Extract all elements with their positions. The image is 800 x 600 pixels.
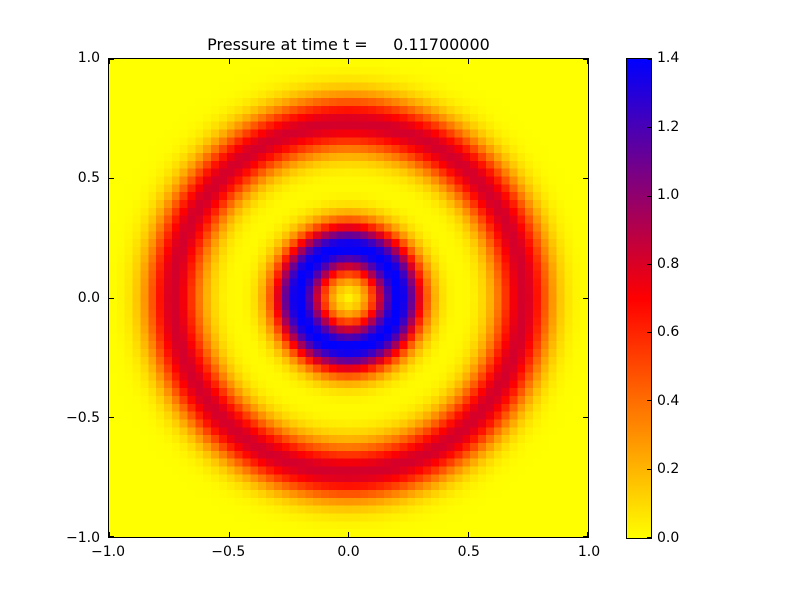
colorbar-tick-label: 1.0 [657,187,680,204]
colorbar-tick-label: 0.2 [657,461,680,478]
x-tick-mark-bottom [348,532,349,537]
colorbar-tick-mark [647,264,651,265]
x-tick-label: 0.0 [337,544,360,560]
y-tick-mark-left [109,298,114,299]
x-tick-mark-top [229,59,230,64]
x-tick-mark-top [468,59,469,64]
colorbar [626,58,652,539]
colorbar-tick-label: 0.8 [657,255,680,272]
y-tick-label: −1.0 [66,530,100,546]
y-tick-mark-right [583,298,588,299]
y-tick-mark-left [109,178,114,179]
x-tick-mark-bottom [109,532,110,537]
x-tick-mark-top [109,59,110,64]
colorbar-tick-mark [647,537,651,538]
plot-area [108,58,589,538]
x-tick-mark-bottom [468,532,469,537]
chart-title: Pressure at time t = 0.11700000 [207,35,490,54]
colorbar-tick-label: 1.2 [657,118,680,135]
colorbar-tick-mark [647,196,651,197]
colorbar-tick-label: 0.6 [657,324,680,341]
colorbar-tick-labels: 0.0 0.2 0.4 0.6 0.8 1.0 1.2 1.4 [657,50,707,546]
x-tick-mark-top [348,59,349,64]
x-tick-label: −1.0 [91,544,125,560]
colorbar-tick-mark [647,400,651,401]
y-tick-label: 0.0 [77,290,100,306]
y-tick-mark-right [583,59,588,60]
x-axis-tick-labels: −1.0 −0.5 0.0 0.5 1.0 [91,543,600,561]
colorbar-gradient-canvas [627,59,651,538]
colorbar-tick-mark [647,59,651,60]
y-tick-mark-right [583,178,588,179]
x-tick-mark-bottom [587,532,588,537]
colorbar-tick-label: 0.0 [657,530,680,546]
heatmap-canvas [109,59,588,537]
y-axis-tick-labels: 1.0 0.5 0.0 −0.5 −1.0 [34,50,100,546]
x-tick-mark-top [587,59,588,64]
y-tick-label: 1.0 [77,50,100,66]
x-tick-mark-bottom [229,532,230,537]
y-tick-mark-left [109,417,114,418]
y-tick-mark-right [583,417,588,418]
colorbar-tick-mark [647,469,651,470]
y-tick-mark-left [109,59,114,60]
x-tick-label: 1.0 [577,544,601,560]
x-tick-label: 0.5 [457,544,480,560]
y-tick-mark-right [583,536,588,537]
y-tick-label: −0.5 [66,410,100,426]
colorbar-tick-mark [647,127,651,128]
colorbar-tick-label: 0.4 [657,392,680,409]
axis-tick-marks [109,59,588,537]
y-tick-mark-left [109,536,114,537]
colorbar-tick-marks [627,59,651,538]
colorbar-tick-mark [647,332,651,333]
x-tick-label: −0.5 [211,544,246,560]
y-tick-label: 0.5 [77,170,100,186]
colorbar-tick-label: 1.4 [657,50,680,66]
